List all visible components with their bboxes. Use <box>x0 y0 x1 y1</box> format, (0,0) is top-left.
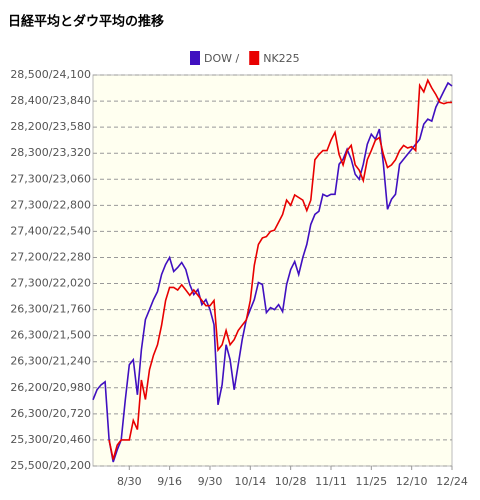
x-tick-label: 8/30 <box>117 475 142 488</box>
x-tick-label: 10/28 <box>275 475 307 488</box>
y-tick-label: 26,300/21,500 <box>10 329 91 342</box>
legend-label: DOW / <box>204 52 240 65</box>
y-tick-label: 25,300/20,460 <box>10 433 91 446</box>
y-tick-label: 26,300/21,240 <box>10 355 91 368</box>
y-tick-label: 27,400/22,540 <box>10 224 91 237</box>
y-tick-label: 28,400/23,840 <box>10 94 91 107</box>
legend-swatch <box>190 51 200 65</box>
y-tick-label: 27,300/22,800 <box>10 198 91 211</box>
x-tick-label: 9/16 <box>157 475 182 488</box>
y-tick-label: 27,300/23,060 <box>10 172 91 185</box>
plot-area <box>92 74 453 467</box>
y-tick-label: 28,200/23,580 <box>10 120 91 133</box>
series-line <box>92 81 453 463</box>
y-tick-label: 27,200/22,280 <box>10 250 91 263</box>
y-tick-label: 26,300/21,760 <box>10 303 91 316</box>
x-tick-label: 11/25 <box>355 475 387 488</box>
y-tick-label: 28,300/23,320 <box>10 146 91 159</box>
y-tick-label: 27,300/22,020 <box>10 277 91 290</box>
y-tick-label: 26,300/20,720 <box>10 407 91 420</box>
x-tick-label: 11/11 <box>315 475 347 488</box>
x-tick-label: 10/14 <box>234 475 266 488</box>
x-tick-label: 12/10 <box>396 475 428 488</box>
series-line <box>108 78 452 460</box>
y-tick-label: 25,500/20,200 <box>10 459 91 472</box>
x-tick-label: 12/24 <box>436 475 468 488</box>
x-tick-label: 9/30 <box>198 475 223 488</box>
y-tick-label: 28,500/24,100 <box>10 68 91 81</box>
legend-label: NK225 <box>263 52 299 65</box>
y-tick-label: 26,200/20,980 <box>10 381 91 394</box>
chart-title: 日経平均とダウ平均の推移 <box>8 14 164 30</box>
legend-swatch <box>249 51 260 65</box>
